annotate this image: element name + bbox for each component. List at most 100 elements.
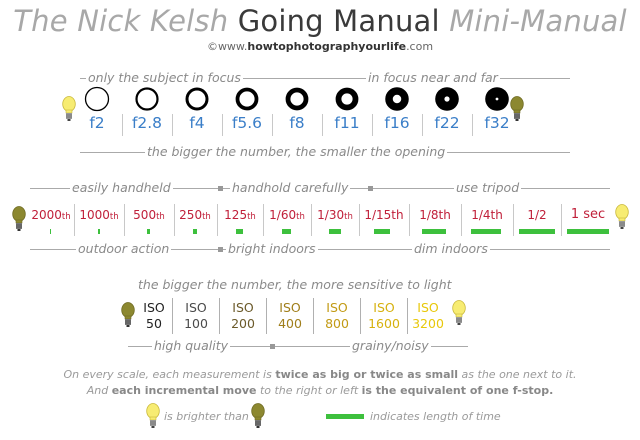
website-credit[interactable]: ©www.howtophotographyourlife.com [0, 40, 640, 53]
iso-bottom-left: high quality [152, 338, 230, 353]
divider [124, 204, 125, 236]
time-bar [282, 229, 291, 234]
aperture-caption-left: only the subject in focus [86, 70, 243, 85]
website-prefix: ©www. [206, 40, 248, 53]
shutter-speed: 1/60th [269, 208, 305, 222]
iso-value: ISO 1600 [368, 300, 400, 331]
iso-bottom-line [128, 346, 468, 347]
time-bar [50, 229, 51, 234]
time-bar [471, 229, 501, 234]
shutter-speed: 250th [179, 208, 211, 222]
aperture-circle-icon [285, 87, 309, 111]
aperture-circle-icon [84, 86, 110, 112]
time-bar [193, 229, 197, 234]
divider [266, 298, 267, 334]
iso-value: ISO 800 [325, 300, 349, 331]
aperture-label: f8 [289, 114, 305, 132]
shutter-bottom-3: dim indoors [412, 241, 490, 256]
legend-brighter-text: is brighter than [164, 410, 249, 423]
aperture-stop-f22: f22 [422, 86, 472, 132]
iso-caption-top: the bigger the number, the more sensitiv… [136, 277, 454, 292]
title-part-2: Going Manual [237, 4, 450, 38]
divider [407, 298, 408, 334]
aperture-stop-f2: f2 [72, 86, 122, 132]
iso-value: ISO 3200 [412, 300, 444, 331]
shutter-caption-3: use tripod [454, 180, 522, 195]
divider [172, 114, 173, 136]
aperture-stop-f11: f11 [322, 86, 372, 132]
website-suffix: .com [406, 40, 434, 53]
aperture-circle-icon [135, 87, 159, 111]
iso-bottom-right: grainy/noisy [350, 338, 431, 353]
divider [561, 204, 562, 236]
title-part-3: Mini-Manual [449, 4, 627, 38]
shutter-speed: 500th [133, 208, 165, 222]
time-bar [329, 229, 341, 234]
shutter-caption-1: easily handheld [70, 180, 173, 195]
shutter-bottom-line [30, 249, 610, 250]
divider [359, 204, 360, 236]
shutter-speed: 1/15th [364, 208, 404, 222]
shutter-row: 2000th 1000th 500th 250th 125th 1/60th 1… [28, 202, 614, 238]
divider [311, 204, 312, 236]
bright-bulb-icon [615, 204, 629, 230]
divider [217, 204, 218, 236]
divider [472, 114, 473, 136]
shutter-bottom-2: bright indoors [226, 241, 318, 256]
aperture-circle-icon [235, 87, 259, 111]
divider-dot [368, 186, 373, 191]
shutter-speed: 125th [224, 208, 256, 222]
shutter-speed: 1/4th [471, 208, 503, 222]
aperture-circle-icon [485, 87, 509, 111]
shutter-speed: 1/30th [317, 208, 353, 222]
divider [372, 114, 373, 136]
bright-bulb-icon [146, 403, 160, 429]
divider [263, 204, 264, 236]
iso-value: ISO 50 [143, 300, 165, 331]
aperture-label: f32 [484, 114, 510, 132]
divider [172, 298, 173, 334]
divider [122, 114, 123, 136]
legend-time-bar [326, 414, 364, 419]
aperture-label: f11 [334, 114, 360, 132]
dim-bulb-icon [251, 403, 265, 429]
divider-dot [218, 186, 223, 191]
time-bar [147, 229, 150, 234]
divider-dot [270, 344, 275, 349]
page-title: The Nick Kelsh Going Manual Mini-Manual [0, 4, 640, 38]
divider [409, 204, 410, 236]
shutter-speed: 1000th [79, 208, 119, 222]
divider [422, 114, 423, 136]
aperture-circle-icon [185, 87, 209, 111]
aperture-label: f16 [384, 114, 410, 132]
divider [222, 114, 223, 136]
legend-time-text: indicates length of time [370, 410, 501, 423]
shutter-speed: 1/2 [527, 208, 547, 222]
aperture-row: f2 f2.8 f4 f5.6 f8 f11 f16 f22 f32 [72, 86, 512, 136]
time-bar [374, 229, 390, 234]
aperture-stop-f2.8: f2.8 [122, 86, 172, 132]
title-part-1: The Nick Kelsh [13, 4, 238, 38]
bright-bulb-icon [452, 300, 466, 326]
aperture-label: f5.6 [231, 114, 263, 132]
iso-value: ISO 400 [278, 300, 302, 331]
divider [322, 114, 323, 136]
divider [513, 204, 514, 236]
aperture-stop-f16: f16 [372, 86, 422, 132]
divider [360, 298, 361, 334]
website-domain: howtophotographyourlife [247, 40, 407, 53]
iso-value: ISO 200 [231, 300, 255, 331]
divider [313, 298, 314, 334]
divider [461, 204, 462, 236]
divider [219, 298, 220, 334]
time-bar [567, 229, 609, 234]
divider [174, 204, 175, 236]
aperture-label: f2.8 [131, 114, 163, 132]
divider [74, 204, 75, 236]
aperture-top-line [80, 78, 570, 79]
aperture-stop-f8: f8 [272, 86, 322, 132]
shutter-speed: 2000th [31, 208, 71, 222]
aperture-stop-f5.6: f5.6 [222, 86, 272, 132]
aperture-circle-icon [385, 87, 409, 111]
time-bar [236, 229, 243, 234]
